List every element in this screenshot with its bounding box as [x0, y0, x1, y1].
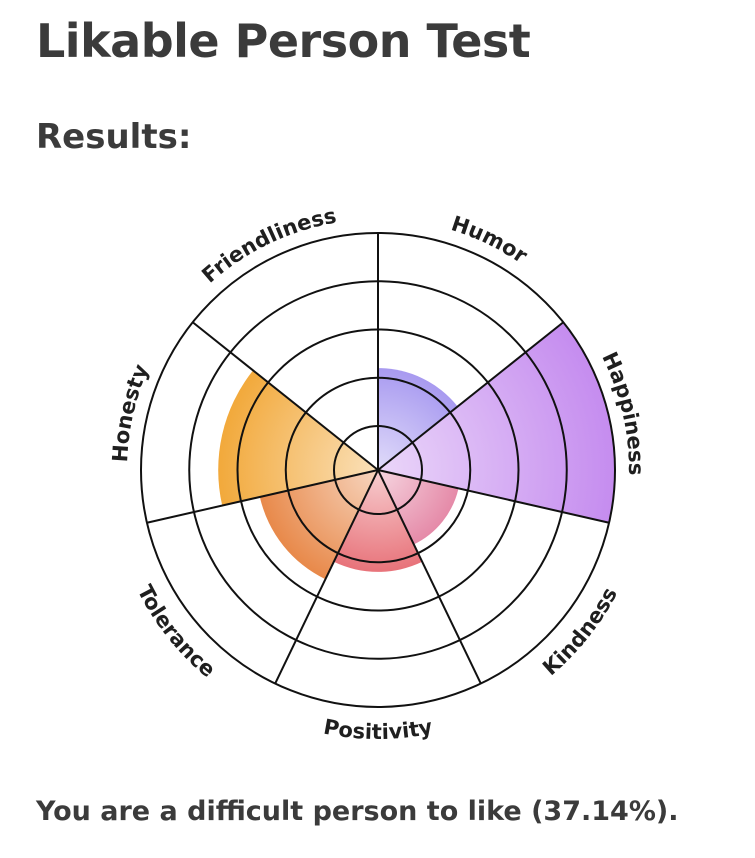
result-summary: You are a difficult person to like (37.1… — [36, 796, 679, 827]
grid-spoke-5 — [274, 469, 379, 684]
grid-spoke-7 — [192, 321, 379, 471]
label-friendliness: Friendliness — [197, 204, 338, 288]
sector-positivity — [333, 470, 423, 572]
sector-honesty — [218, 370, 378, 506]
page-title: Likable Person Test — [36, 14, 531, 68]
sector-kindness — [378, 470, 459, 545]
grid-spoke-4 — [377, 469, 482, 684]
results-heading: Results: — [36, 117, 192, 157]
personality-radar-chart: Humor Happiness Kindness Positivity Toleranc… — [0, 160, 755, 760]
label-honesty: Honesty — [108, 360, 153, 462]
sector-happiness — [378, 322, 615, 523]
grid-spoke-2 — [377, 321, 564, 471]
radar-chart-svg: HumorHappinessKindnessPositivityToleranc… — [108, 204, 648, 744]
label-positivity: Positivity — [322, 715, 435, 744]
grid-spoke-6 — [146, 469, 379, 524]
grid-spoke-3 — [377, 469, 610, 524]
grid-layer — [140, 232, 616, 708]
sector-humor — [378, 368, 458, 470]
label-humor: Humor — [448, 211, 532, 268]
